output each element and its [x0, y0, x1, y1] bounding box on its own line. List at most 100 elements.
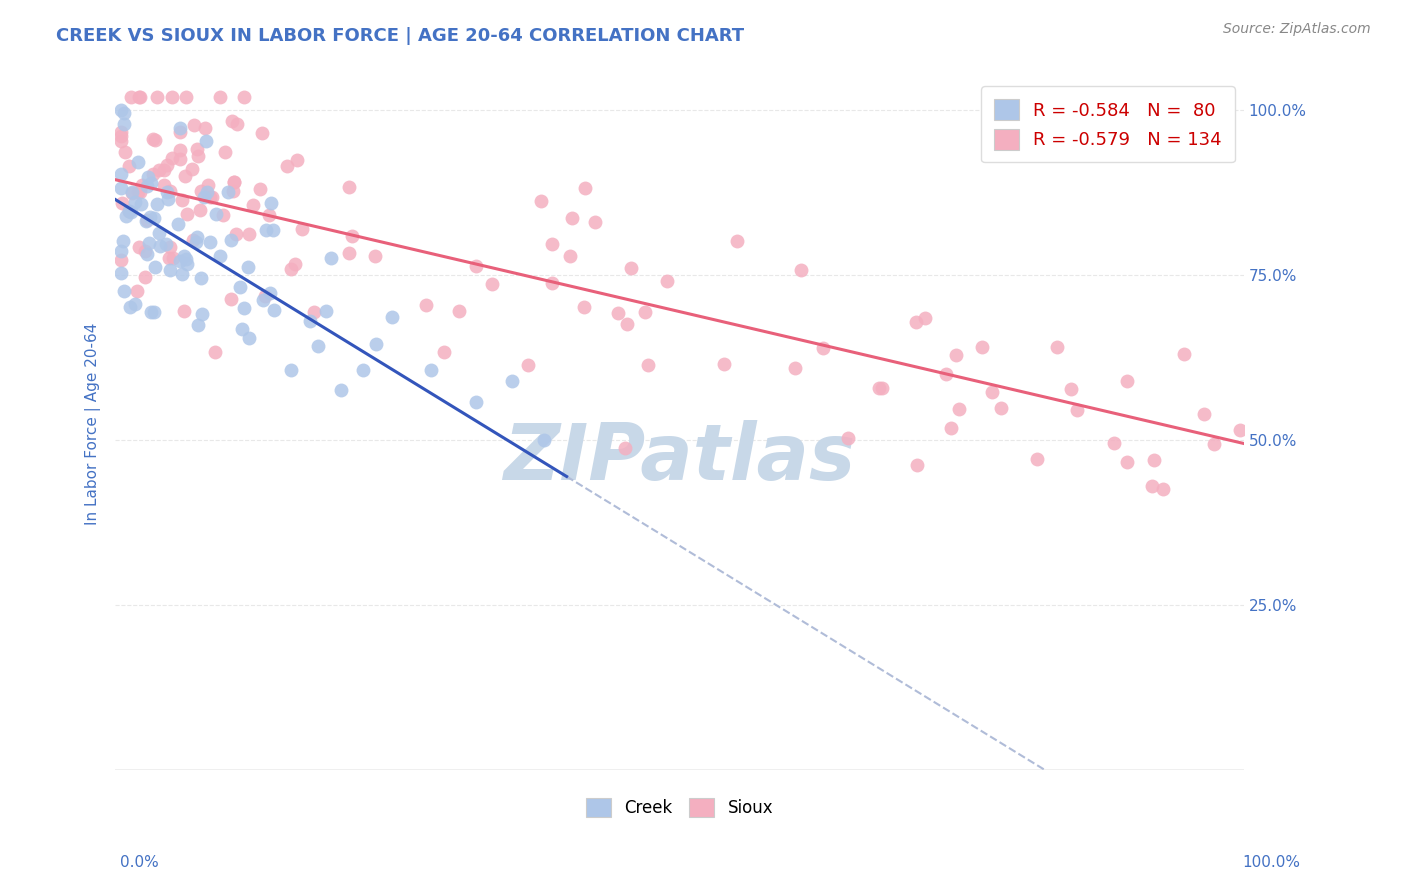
Point: [149, 238, 172, 252]
Point: [195, 185, 218, 199]
Point: [187, 149, 209, 163]
Point: [169, 121, 191, 136]
Point: [225, 227, 247, 241]
Point: [159, 262, 181, 277]
Point: [169, 254, 191, 268]
Point: [143, 304, 166, 318]
Point: [221, 292, 243, 306]
Point: [111, 234, 134, 248]
Point: [114, 145, 136, 160]
Point: [1173, 347, 1195, 361]
Point: [128, 239, 150, 253]
Point: [465, 260, 488, 274]
Point: [139, 176, 162, 190]
Point: [198, 235, 221, 249]
Point: [364, 337, 387, 351]
Point: [204, 345, 226, 359]
Point: [197, 178, 219, 193]
Point: [191, 307, 214, 321]
Point: [153, 163, 176, 178]
Text: CREEK VS SIOUX IN LABOR FORCE | AGE 20-64 CORRELATION CHART: CREEK VS SIOUX IN LABOR FORCE | AGE 20-6…: [56, 27, 744, 45]
Point: [110, 244, 132, 259]
Point: [169, 125, 191, 139]
Point: [110, 134, 132, 148]
Point: [186, 142, 208, 156]
Point: [135, 213, 157, 227]
Point: [146, 196, 169, 211]
Point: [583, 215, 606, 229]
Point: [945, 348, 967, 362]
Point: [131, 197, 153, 211]
Point: [655, 274, 678, 288]
Point: [257, 208, 280, 222]
Point: [155, 185, 177, 199]
Point: [307, 339, 329, 353]
Point: [118, 204, 141, 219]
Point: [221, 114, 243, 128]
Y-axis label: In Labor Force | Age 20-64: In Labor Force | Age 20-64: [86, 323, 101, 524]
Point: [135, 246, 157, 260]
Point: [1143, 452, 1166, 467]
Text: ZIPatlas: ZIPatlas: [503, 420, 856, 496]
Point: [353, 363, 375, 377]
Point: [572, 301, 595, 315]
Point: [125, 284, 148, 298]
Point: [156, 158, 179, 172]
Point: [530, 194, 553, 209]
Point: [249, 182, 271, 196]
Point: [276, 159, 298, 173]
Point: [110, 103, 132, 118]
Point: [208, 90, 231, 104]
Point: [516, 359, 538, 373]
Point: [238, 260, 260, 274]
Point: [136, 170, 159, 185]
Point: [217, 186, 239, 200]
Point: [790, 263, 813, 277]
Point: [135, 214, 157, 228]
Point: [142, 211, 165, 225]
Point: [180, 162, 202, 177]
Point: [111, 196, 134, 211]
Point: [561, 211, 583, 225]
Point: [183, 118, 205, 132]
Point: [948, 402, 970, 417]
Point: [162, 251, 184, 265]
Point: [127, 155, 149, 169]
Point: [110, 253, 132, 268]
Point: [143, 133, 166, 147]
Point: [112, 106, 135, 120]
Point: [481, 277, 503, 291]
Point: [280, 363, 302, 377]
Point: [112, 117, 135, 131]
Point: [254, 288, 277, 302]
Point: [208, 249, 231, 263]
Point: [198, 190, 221, 204]
Point: [420, 363, 443, 377]
Point: [222, 184, 245, 198]
Point: [205, 207, 228, 221]
Point: [1046, 340, 1069, 354]
Point: [169, 152, 191, 166]
Point: [148, 226, 170, 240]
Point: [449, 303, 471, 318]
Point: [1116, 455, 1139, 469]
Point: [174, 252, 197, 266]
Point: [337, 179, 360, 194]
Text: Source: ZipAtlas.com: Source: ZipAtlas.com: [1223, 22, 1371, 37]
Point: [232, 90, 254, 104]
Point: [118, 300, 141, 314]
Point: [181, 233, 204, 247]
Point: [117, 159, 139, 173]
Point: [238, 331, 260, 345]
Point: [981, 384, 1004, 399]
Point: [533, 433, 555, 447]
Point: [242, 198, 264, 212]
Point: [541, 237, 564, 252]
Point: [280, 261, 302, 276]
Point: [229, 279, 252, 293]
Point: [381, 310, 404, 324]
Point: [145, 90, 167, 104]
Point: [152, 178, 174, 192]
Point: [501, 374, 523, 388]
Text: 0.0%: 0.0%: [120, 855, 159, 870]
